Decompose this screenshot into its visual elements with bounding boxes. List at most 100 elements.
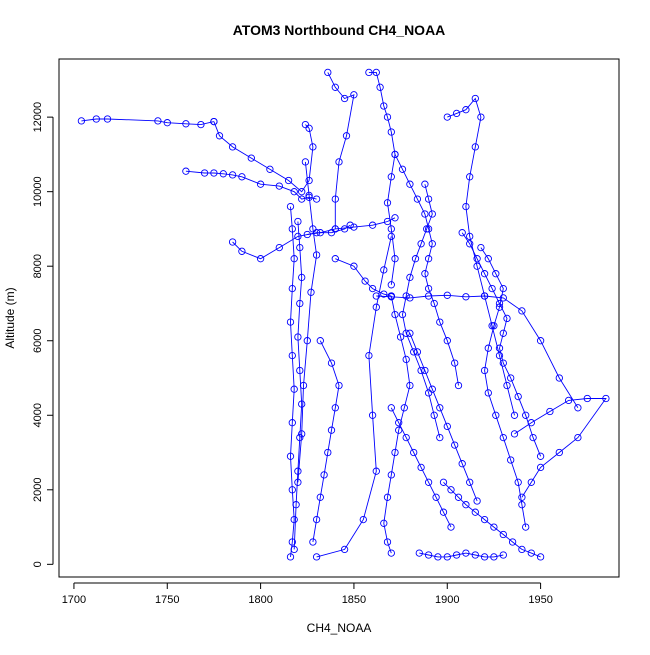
data-point	[473, 262, 481, 270]
data-point	[434, 553, 442, 561]
series-15	[372, 291, 582, 412]
data-point	[228, 171, 237, 179]
data-point	[398, 310, 407, 319]
data-point	[368, 221, 377, 229]
y-tick-label: 10000	[32, 176, 44, 207]
data-point	[256, 255, 265, 263]
data-point	[477, 113, 485, 121]
data-point	[406, 180, 414, 188]
series-10	[324, 68, 358, 233]
data-point	[387, 549, 395, 557]
data-point	[499, 551, 507, 559]
data-point	[490, 322, 498, 330]
series-line	[368, 71, 396, 285]
data-point	[346, 221, 354, 229]
data-point	[436, 318, 444, 326]
data-point	[402, 355, 410, 364]
data-point	[331, 404, 339, 412]
data-point	[331, 225, 339, 233]
data-point	[443, 337, 451, 345]
data-point	[335, 381, 343, 390]
data-point	[296, 243, 304, 252]
data-point	[499, 530, 507, 539]
data-point	[507, 456, 515, 464]
data-point	[413, 348, 422, 356]
data-point	[424, 478, 433, 486]
data-point	[424, 292, 433, 300]
series-24	[406, 329, 481, 505]
data-point	[372, 68, 380, 77]
series-14	[398, 180, 444, 442]
data-point	[527, 419, 535, 427]
data-point	[197, 120, 205, 129]
data-point	[301, 120, 310, 129]
series-line	[383, 295, 411, 554]
data-point	[495, 344, 504, 352]
data-point	[312, 251, 321, 259]
data-point	[228, 238, 237, 246]
data-point	[298, 195, 306, 203]
data-point	[555, 448, 563, 457]
data-point	[391, 310, 399, 319]
data-point	[406, 294, 414, 302]
data-point	[77, 117, 86, 125]
y-tick-label: 4000	[32, 403, 44, 427]
data-point	[410, 348, 418, 356]
data-point	[256, 180, 265, 188]
data-point	[451, 359, 459, 367]
data-point	[350, 262, 358, 270]
series-line	[316, 236, 392, 558]
data-point	[331, 195, 339, 203]
data-point	[387, 293, 395, 301]
series-line	[290, 206, 295, 557]
data-point	[536, 463, 545, 472]
x-axis: 1700 1750 1800 1850 1900 1950	[62, 582, 553, 606]
y-tick-label: 2000	[32, 478, 44, 502]
data-point	[503, 314, 511, 323]
data-point	[402, 329, 410, 337]
series-line	[312, 340, 340, 543]
data-point	[451, 441, 459, 449]
data-point	[301, 158, 310, 166]
data-point	[359, 515, 367, 524]
data-point	[436, 433, 444, 442]
data-point	[402, 292, 410, 300]
data-point	[294, 467, 302, 475]
data-point	[228, 143, 237, 151]
data-point	[507, 374, 515, 382]
data-point	[480, 366, 489, 375]
data-point	[443, 553, 451, 561]
data-point	[499, 294, 507, 302]
y-tick-label: 12000	[32, 102, 44, 133]
data-point	[290, 188, 298, 196]
data-point	[462, 202, 470, 211]
data-point	[484, 389, 492, 397]
data-point	[387, 281, 395, 289]
data-point	[424, 389, 433, 397]
data-point	[316, 229, 324, 237]
series-layer	[77, 68, 610, 561]
data-point	[380, 266, 388, 274]
series-23	[387, 404, 455, 531]
series-line	[81, 118, 215, 126]
series-line	[390, 407, 452, 528]
data-point	[495, 351, 504, 360]
data-point	[439, 508, 448, 516]
data-point	[466, 240, 474, 248]
series-line	[419, 552, 504, 558]
data-point	[312, 553, 321, 561]
series-7	[303, 214, 399, 239]
data-point	[342, 132, 351, 140]
data-point	[365, 68, 373, 77]
data-point	[443, 422, 451, 431]
series-2	[182, 167, 321, 203]
data-point	[299, 381, 308, 390]
series-line	[514, 398, 607, 498]
series-line	[409, 333, 478, 502]
data-point	[583, 394, 591, 403]
series-19	[510, 394, 610, 501]
series-line	[185, 170, 317, 200]
data-point	[316, 493, 324, 501]
data-point	[424, 195, 433, 203]
